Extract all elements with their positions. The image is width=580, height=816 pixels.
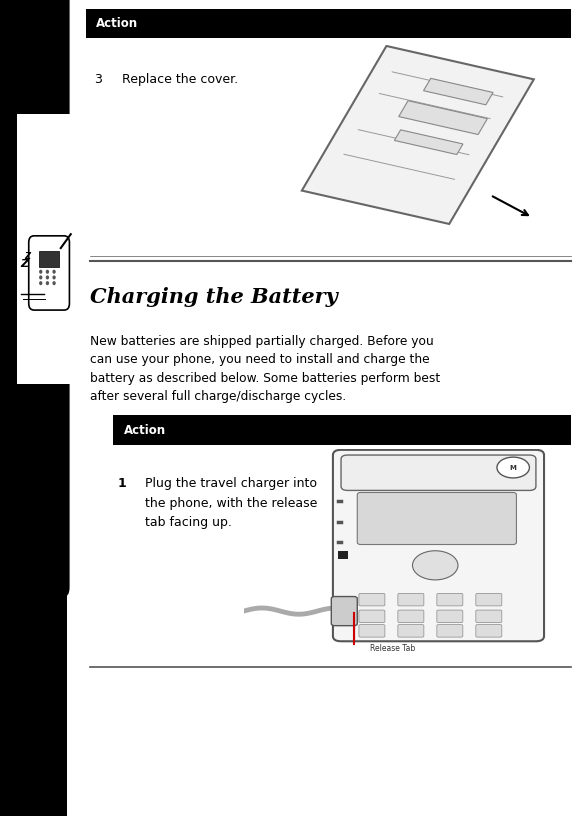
- Polygon shape: [398, 100, 487, 135]
- FancyBboxPatch shape: [341, 455, 536, 490]
- FancyBboxPatch shape: [398, 624, 424, 637]
- Bar: [338, 551, 347, 559]
- FancyBboxPatch shape: [437, 624, 463, 637]
- Text: Getting Started: Getting Started: [27, 433, 36, 513]
- Bar: [39, 251, 59, 267]
- FancyBboxPatch shape: [476, 593, 502, 606]
- Circle shape: [52, 276, 56, 279]
- Bar: [86, 9, 571, 38]
- FancyBboxPatch shape: [398, 593, 424, 606]
- FancyBboxPatch shape: [476, 610, 502, 623]
- Text: Replace the cover.: Replace the cover.: [122, 73, 238, 86]
- Text: Action: Action: [96, 17, 139, 30]
- Text: 3: 3: [95, 73, 103, 86]
- FancyBboxPatch shape: [437, 610, 463, 623]
- Text: Release Tab: Release Tab: [371, 644, 416, 653]
- Text: 1: 1: [118, 477, 126, 490]
- FancyBboxPatch shape: [357, 493, 516, 544]
- Text: New batteries are shipped partially charged. Before you
can use your phone, you : New batteries are shipped partially char…: [90, 335, 440, 403]
- FancyBboxPatch shape: [359, 593, 385, 606]
- Polygon shape: [394, 130, 463, 154]
- Circle shape: [52, 270, 56, 274]
- FancyBboxPatch shape: [398, 610, 424, 623]
- Text: Charging the Battery: Charging the Battery: [90, 287, 338, 308]
- FancyBboxPatch shape: [0, 0, 70, 597]
- FancyBboxPatch shape: [359, 624, 385, 637]
- Circle shape: [39, 270, 42, 274]
- Text: Z: Z: [21, 259, 29, 268]
- Circle shape: [46, 270, 49, 274]
- Text: Plug the travel charger into
the phone, with the release
tab facing up.: Plug the travel charger into the phone, …: [145, 477, 317, 530]
- Bar: [17, 114, 75, 384]
- Text: M: M: [510, 464, 517, 471]
- Polygon shape: [302, 46, 534, 224]
- Circle shape: [39, 276, 42, 279]
- Bar: [113, 415, 571, 445]
- Text: Action: Action: [124, 424, 166, 437]
- Circle shape: [46, 276, 49, 279]
- Circle shape: [39, 282, 42, 286]
- FancyBboxPatch shape: [476, 624, 502, 637]
- Circle shape: [46, 282, 49, 286]
- FancyBboxPatch shape: [333, 450, 544, 641]
- FancyBboxPatch shape: [359, 610, 385, 623]
- Text: Z: Z: [24, 251, 30, 260]
- Bar: [0, 228, 67, 816]
- Circle shape: [52, 282, 56, 286]
- Circle shape: [412, 551, 458, 580]
- Text: 26: 26: [14, 783, 32, 796]
- Circle shape: [497, 457, 530, 478]
- FancyBboxPatch shape: [437, 593, 463, 606]
- FancyBboxPatch shape: [331, 596, 357, 626]
- FancyBboxPatch shape: [29, 236, 70, 310]
- Polygon shape: [423, 78, 493, 104]
